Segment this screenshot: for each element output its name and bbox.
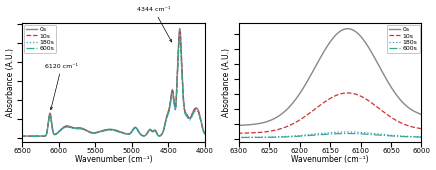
- 10s: [132, 127, 137, 129]
- 10s: [23, 135, 28, 137]
- 0s: [276, 115, 281, 117]
- 600s: [345, 132, 350, 134]
- 10s: [276, 128, 281, 130]
- 0s: [293, 98, 298, 100]
- 600s: [23, 135, 28, 137]
- 0s: [23, 135, 28, 137]
- Line: 600s: 600s: [239, 133, 422, 138]
- 600s: [293, 135, 298, 137]
- 10s: [345, 92, 350, 94]
- 180s: [132, 127, 137, 129]
- 180s: [181, 106, 187, 108]
- 600s: [132, 127, 137, 129]
- Text: 4344 cm⁻¹: 4344 cm⁻¹: [137, 7, 172, 42]
- 10s: [124, 133, 129, 135]
- 0s: [400, 101, 405, 104]
- 180s: [419, 136, 424, 138]
- 180s: [124, 133, 129, 135]
- 600s: [177, 37, 182, 39]
- Legend: 0s, 10s, 180s, 600s: 0s, 10s, 180s, 600s: [24, 25, 56, 53]
- 180s: [276, 136, 281, 138]
- 0s: [132, 126, 137, 129]
- 10s: [202, 133, 208, 135]
- 0s: [177, 28, 182, 30]
- 180s: [338, 131, 344, 133]
- 180s: [273, 136, 278, 138]
- 180s: [400, 135, 405, 137]
- 0s: [419, 113, 424, 115]
- 10s: [20, 135, 25, 137]
- 180s: [345, 131, 350, 133]
- 180s: [170, 94, 176, 96]
- 0s: [181, 104, 187, 106]
- 0s: [20, 135, 25, 137]
- 600s: [419, 136, 424, 138]
- 180s: [202, 133, 208, 135]
- 10s: [236, 132, 242, 134]
- 600s: [202, 133, 208, 135]
- Y-axis label: Absorbance (A.U.): Absorbance (A.U.): [6, 48, 14, 117]
- 0s: [124, 133, 129, 135]
- 180s: [345, 131, 350, 133]
- 180s: [236, 136, 242, 138]
- 0s: [43, 135, 48, 137]
- Text: 6120 cm⁻¹: 6120 cm⁻¹: [45, 64, 78, 110]
- 0s: [273, 117, 278, 119]
- 600s: [20, 135, 25, 137]
- 600s: [345, 132, 350, 134]
- 10s: [170, 92, 176, 94]
- 0s: [345, 28, 350, 30]
- Line: 0s: 0s: [22, 29, 205, 136]
- Line: 10s: 10s: [22, 32, 205, 136]
- 600s: [236, 137, 242, 139]
- 10s: [400, 123, 405, 125]
- Line: 180s: 180s: [22, 35, 205, 136]
- 180s: [177, 34, 182, 36]
- Line: 180s: 180s: [239, 132, 422, 137]
- 0s: [236, 124, 242, 126]
- 10s: [273, 129, 278, 131]
- 600s: [181, 107, 187, 109]
- 600s: [276, 136, 281, 138]
- 10s: [345, 92, 350, 94]
- 600s: [338, 133, 344, 135]
- 10s: [43, 135, 48, 137]
- 180s: [43, 135, 48, 137]
- 0s: [170, 91, 176, 93]
- Y-axis label: Absorbance (A.U.): Absorbance (A.U.): [222, 48, 231, 117]
- 10s: [293, 121, 298, 123]
- 600s: [400, 135, 405, 138]
- 180s: [23, 135, 28, 137]
- 600s: [170, 95, 176, 97]
- X-axis label: Wavenumber (cm⁻¹): Wavenumber (cm⁻¹): [75, 155, 152, 164]
- 10s: [181, 105, 187, 107]
- 0s: [345, 28, 350, 30]
- 600s: [273, 136, 278, 138]
- Line: 0s: 0s: [239, 29, 422, 125]
- 180s: [293, 135, 298, 137]
- 600s: [124, 133, 129, 135]
- Line: 600s: 600s: [22, 38, 205, 136]
- 10s: [177, 31, 182, 33]
- 600s: [43, 135, 48, 137]
- X-axis label: Wavenumber (cm⁻¹): Wavenumber (cm⁻¹): [291, 155, 369, 164]
- 10s: [419, 128, 424, 130]
- Line: 10s: 10s: [239, 93, 422, 133]
- 180s: [20, 135, 25, 137]
- 0s: [202, 133, 208, 135]
- 10s: [338, 93, 344, 95]
- Legend: 0s, 10s, 180s, 600s: 0s, 10s, 180s, 600s: [387, 25, 419, 53]
- 0s: [338, 30, 344, 32]
